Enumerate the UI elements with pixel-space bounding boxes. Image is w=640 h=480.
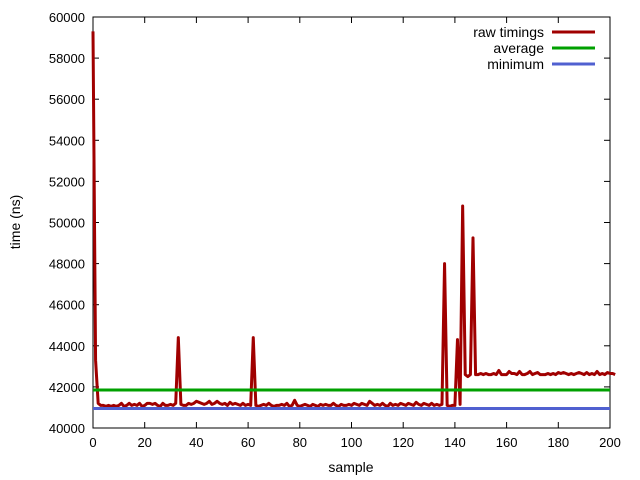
y-tick-label: 40000 (49, 421, 85, 436)
x-tick-label: 80 (293, 435, 307, 450)
legend-label-raw-timings: raw timings (473, 24, 544, 40)
tick-marks (92, 16, 611, 429)
y-tick-label: 44000 (49, 339, 85, 354)
y-axis-label: time (ns) (7, 195, 23, 249)
plot-frame (92, 16, 611, 429)
y-tick-label: 58000 (49, 51, 85, 66)
series-lines (91, 31, 616, 410)
y-tick-label: 46000 (49, 298, 85, 313)
y-tick-label: 42000 (49, 380, 85, 395)
y-tick-label: 52000 (49, 174, 85, 189)
x-tick-label: 40 (189, 435, 203, 450)
x-tick-label: 200 (599, 435, 621, 450)
x-tick-label: 20 (137, 435, 151, 450)
y-tick-label: 54000 (49, 133, 85, 148)
legend-label-minimum: minimum (487, 56, 544, 72)
y-tick-label: 60000 (49, 10, 85, 25)
y-tick-label: 50000 (49, 216, 85, 231)
series-line-raw-timings (91, 31, 616, 408)
x-tick-labels: 0 20 40 60 80 100 120 140 160 180 200 (89, 435, 620, 450)
x-tick-label: 160 (496, 435, 518, 450)
x-tick-label: 180 (547, 435, 569, 450)
x-tick-label: 120 (392, 435, 414, 450)
x-tick-label: 60 (241, 435, 255, 450)
x-tick-label: 140 (444, 435, 466, 450)
y-tick-labels: 40000 42000 44000 46000 48000 50000 52000 54000… (49, 10, 85, 436)
x-tick-label: 0 (89, 435, 96, 450)
x-axis-label: sample (328, 459, 373, 475)
y-tick-label: 48000 (49, 257, 85, 272)
x-tick-label: 100 (341, 435, 363, 450)
legend-label-average: average (493, 40, 544, 56)
y-tick-label: 56000 (49, 92, 85, 107)
